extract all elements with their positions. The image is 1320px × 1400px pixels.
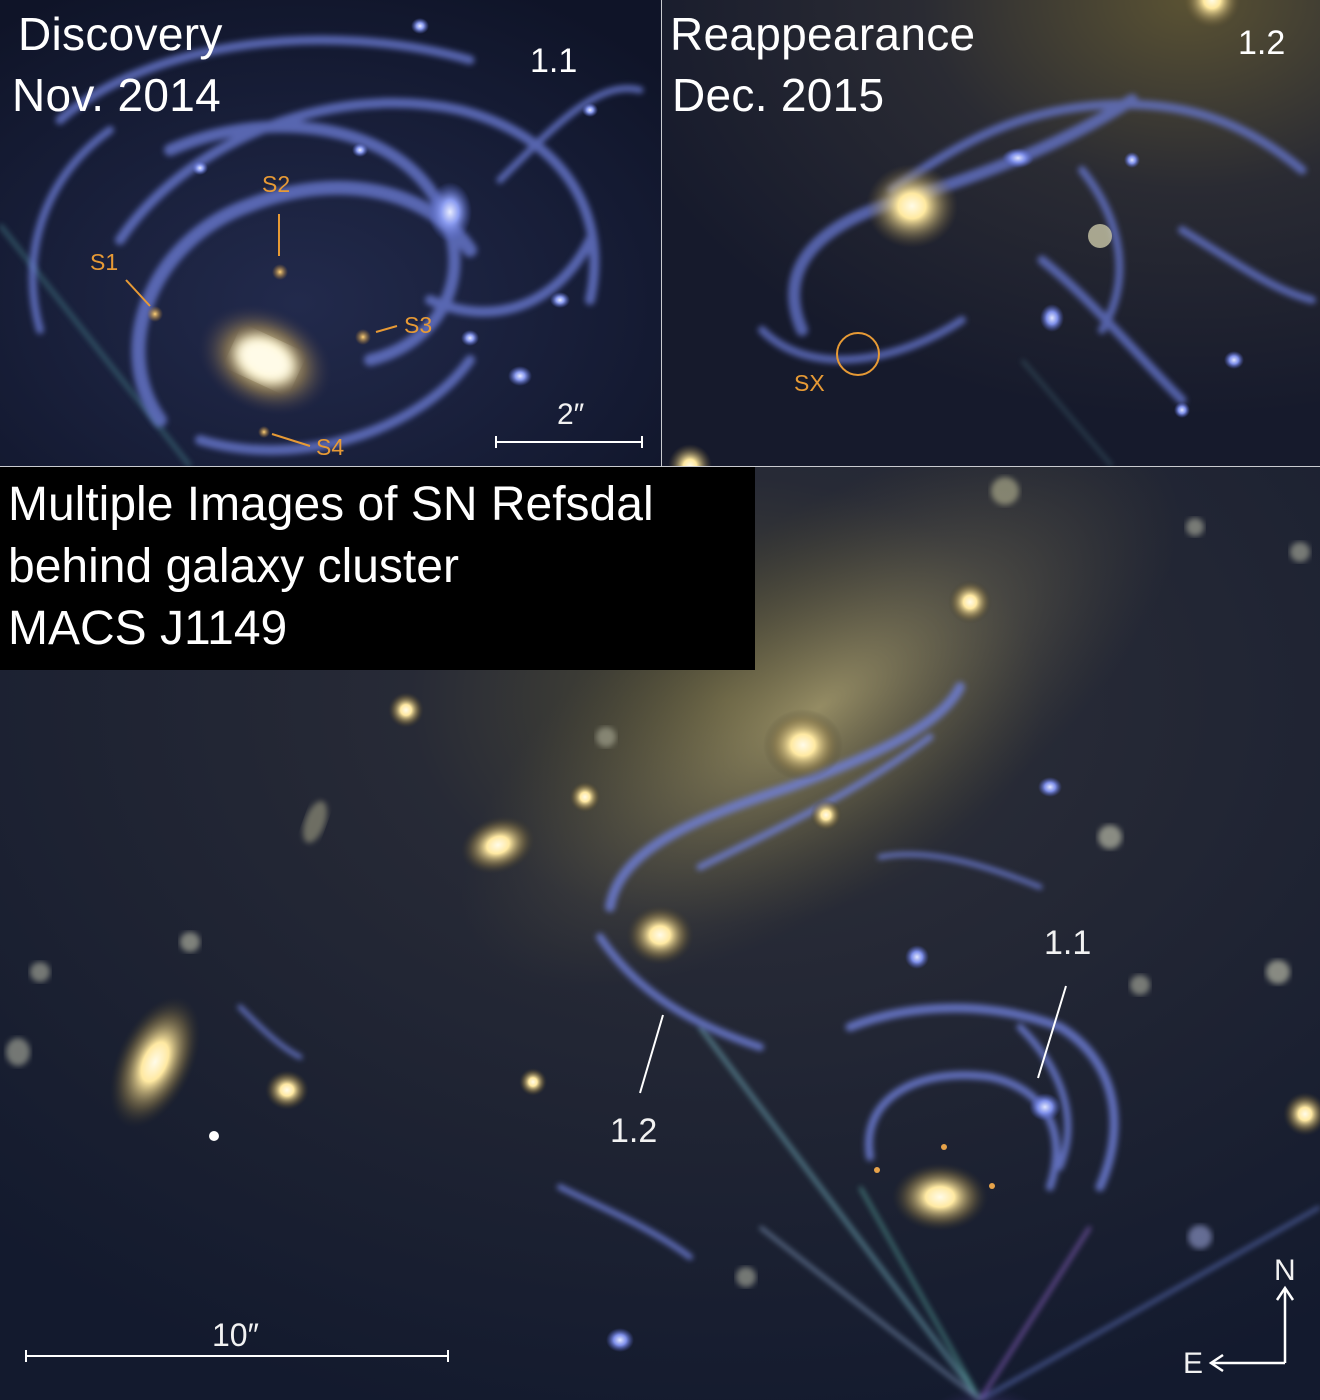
s2-label: S2 <box>262 171 291 197</box>
label-1-1: 1.1 <box>1044 924 1092 962</box>
scale-bar-10arcsec <box>25 1350 449 1362</box>
discovery-label: Discovery <box>18 8 223 60</box>
figure-title-box: Multiple Images of SN Refsdal behind gal… <box>0 467 755 670</box>
sn-image-s2 <box>272 264 288 280</box>
discovery-panel: Discovery Nov. 2014 1.1 S1 S2 S3 S4 2″ <box>0 0 661 466</box>
s1-label: S1 <box>90 249 119 275</box>
s1-pointer <box>125 279 151 307</box>
reappearance-date: Dec. 2015 <box>672 69 885 121</box>
s4-label: S4 <box>316 434 345 460</box>
label-1-2: 1.2 <box>610 1112 658 1150</box>
pointer-1-1 <box>1037 985 1067 1079</box>
discovery-image <box>0 0 661 466</box>
reappearance-label: Reappearance <box>670 8 976 60</box>
sx-marker-circle <box>836 332 880 376</box>
discovery-date: Nov. 2014 <box>12 69 221 121</box>
s3-pointer <box>375 325 398 333</box>
cluster-scale-label: 10″ <box>212 1317 259 1353</box>
pointer-1-2 <box>639 1014 664 1094</box>
s3-label: S3 <box>404 312 433 338</box>
panel-divider-vertical <box>661 0 662 466</box>
title-line-1: Multiple Images of SN Refsdal <box>8 478 654 531</box>
reappearance-image-id: 1.2 <box>1238 24 1286 62</box>
cluster-image <box>0 467 1320 1400</box>
title-line-3: MACS J1149 <box>8 602 288 655</box>
s4-pointer <box>271 433 311 447</box>
discovery-scale-label: 2″ <box>557 398 585 431</box>
sn-image-s3 <box>355 329 371 345</box>
sn-image-s4 <box>258 426 270 438</box>
reappearance-panel: Reappearance Dec. 2015 1.2 SX <box>662 0 1320 466</box>
cluster-panel: 1.1 1.2 10″ N E <box>0 467 1320 1400</box>
compass <box>1208 1285 1295 1373</box>
scale-bar-2arcsec <box>495 436 643 448</box>
compass-north-label: N <box>1274 1254 1296 1287</box>
reappearance-image <box>662 0 1320 466</box>
discovery-image-id: 1.1 <box>530 42 578 80</box>
sx-label: SX <box>794 370 825 396</box>
panel-divider-horizontal <box>0 466 1320 467</box>
title-line-2: behind galaxy cluster <box>8 540 459 593</box>
sn-image-s1 <box>147 306 163 322</box>
compass-east-label: E <box>1183 1347 1204 1380</box>
